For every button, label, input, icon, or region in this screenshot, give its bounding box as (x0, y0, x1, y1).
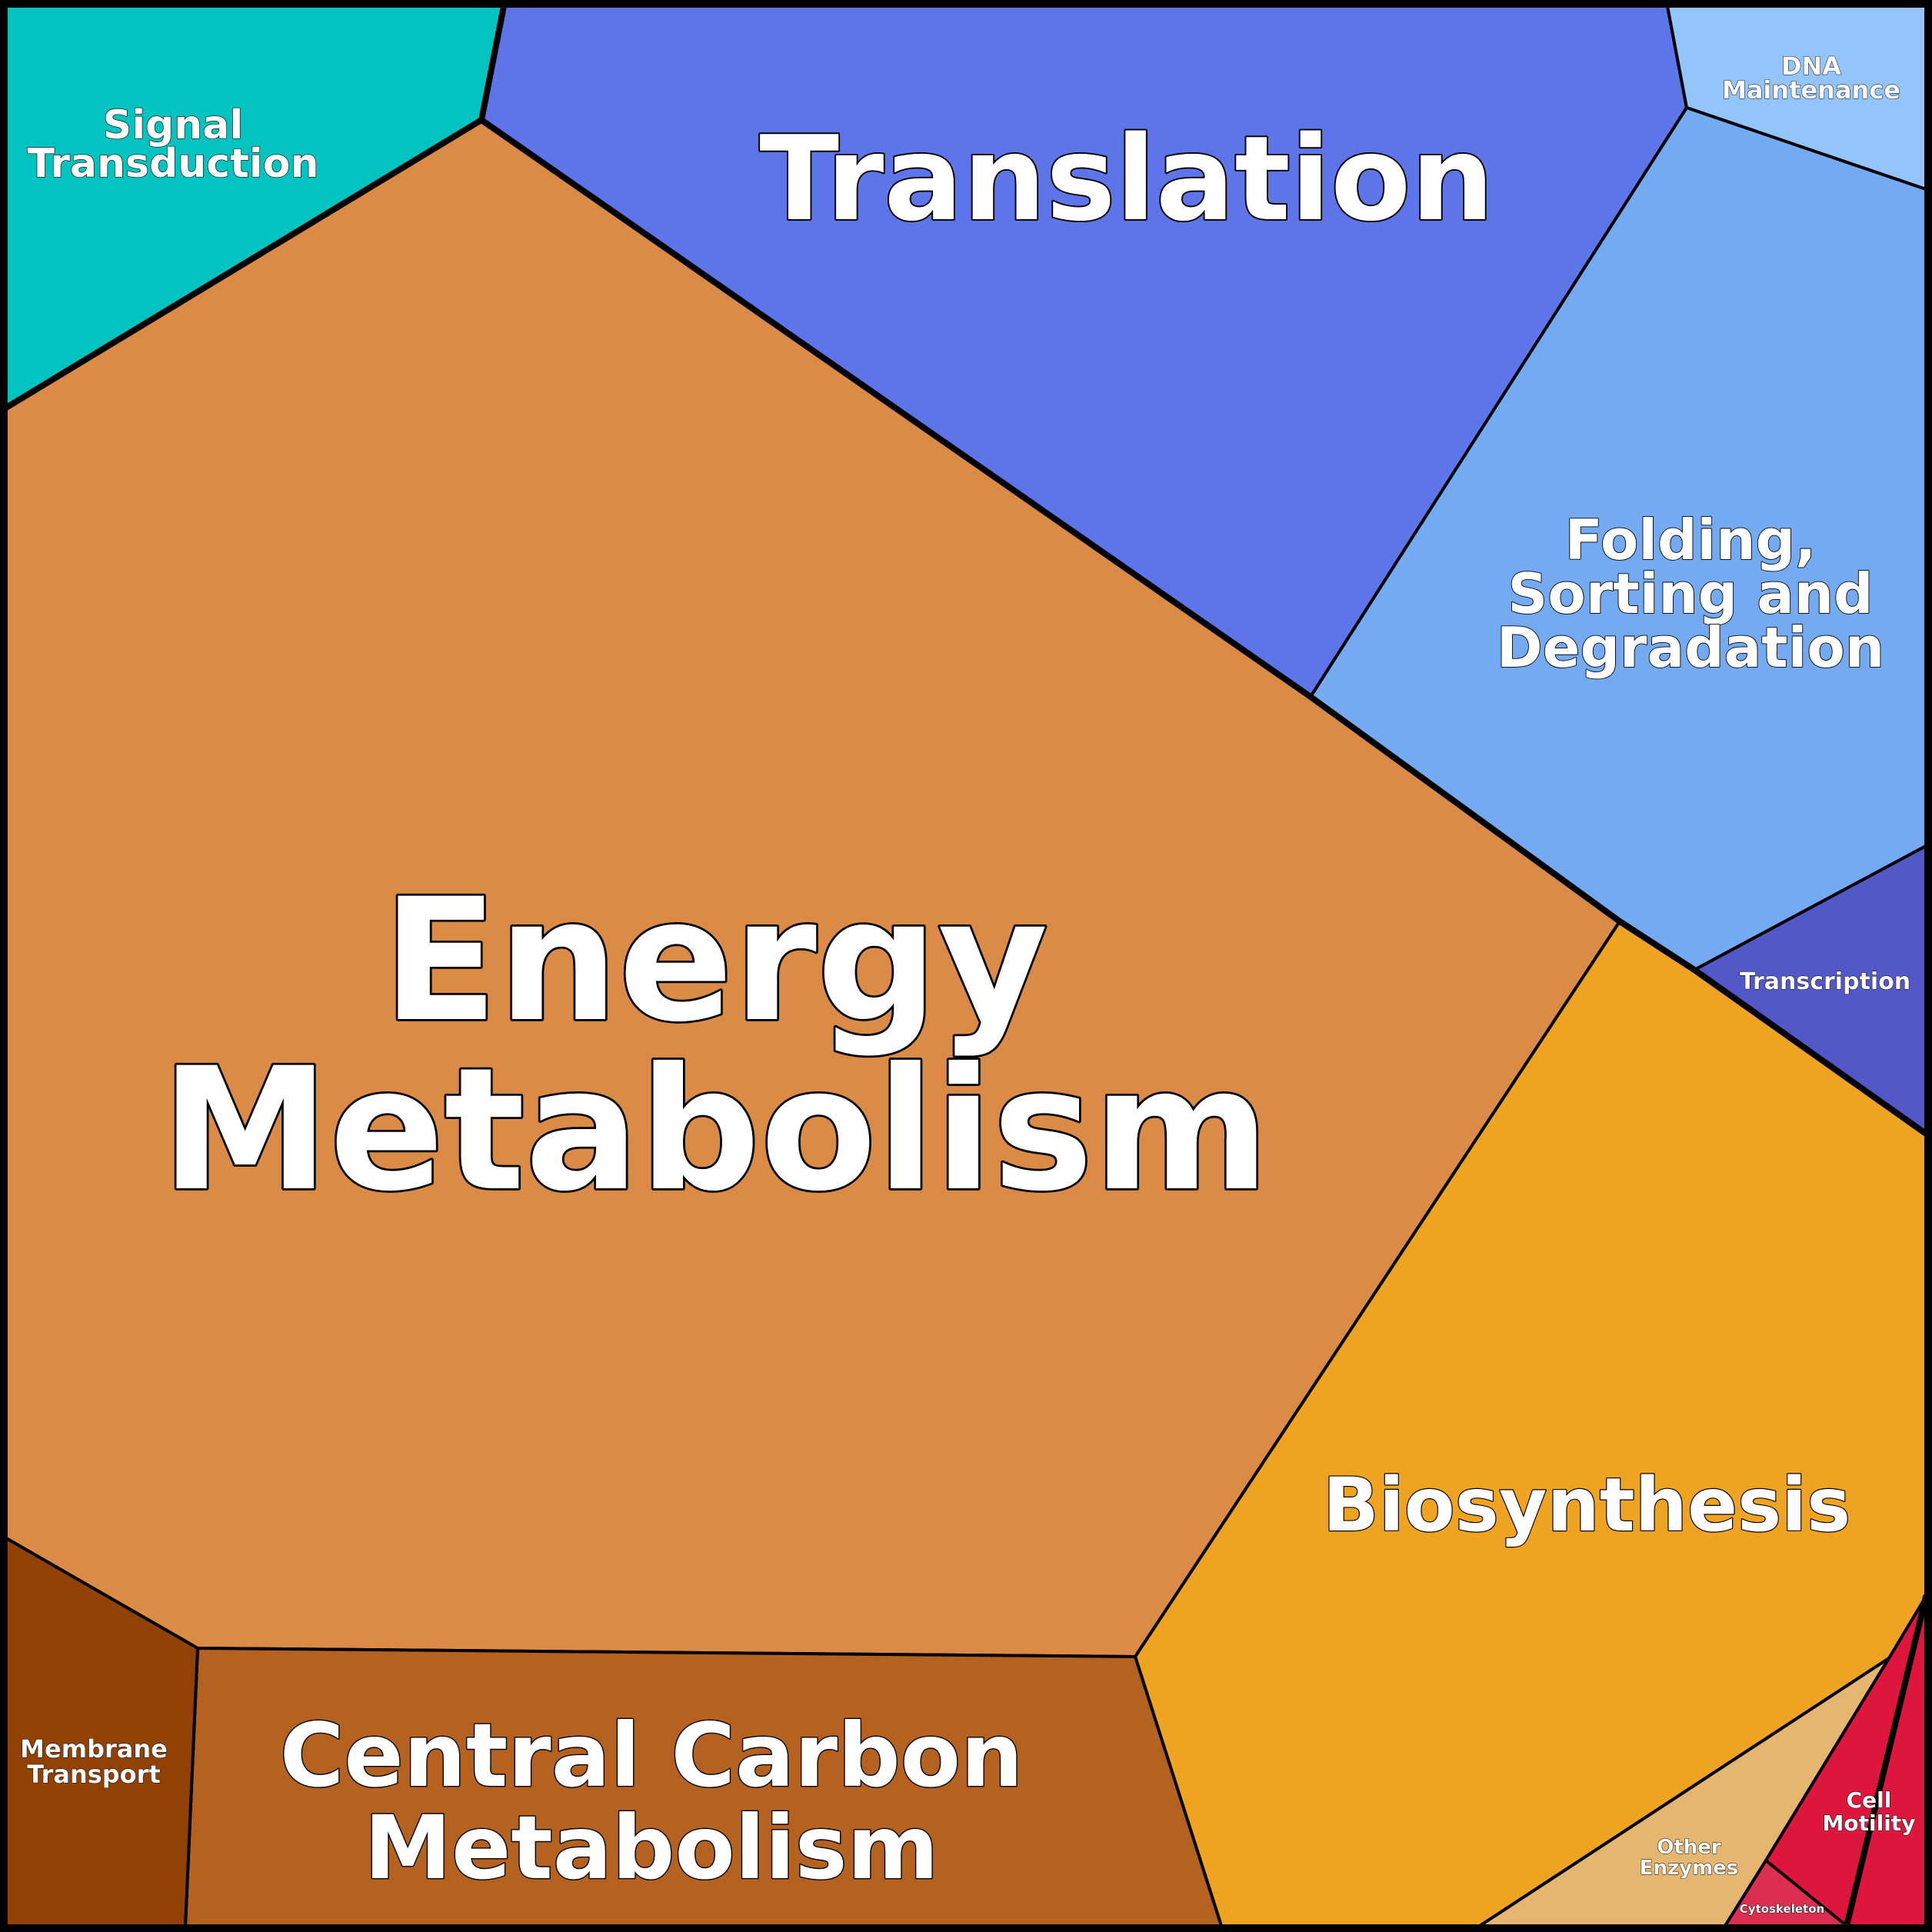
group-borders (3, 3, 1929, 1929)
label-membrane-transport-line-1: Membrane (20, 1734, 168, 1764)
labels-layer: EnergyMetabolismTranslationSignalTransdu… (20, 52, 1916, 1917)
group-border-3 (1844, 1594, 1929, 1929)
label-energy-metabolism-line-2: Metabolism (161, 1031, 1269, 1228)
label-transcription-line-1: Transcription (1740, 968, 1910, 995)
label-folding-sorting-degradation-line-3: Degradation (1497, 615, 1884, 680)
label-cytoskeleton-line-1: Cytoskeleton (1740, 1902, 1824, 1916)
label-dna-maintenance-line-1: DNA (1781, 52, 1841, 81)
label-cell-motility-line-2: Motility (1823, 1810, 1916, 1836)
label-central-carbon-metabolism-line-2: Metabolism (365, 1797, 939, 1899)
label-membrane-transport-line-2: Transport (27, 1760, 160, 1789)
label-cell-motility-line-1: Cell (1847, 1787, 1892, 1813)
label-folding-sorting-degradation-line-2: Sorting and (1507, 561, 1873, 626)
label-biosynthesis-line-1: Biosynthesis (1323, 1462, 1851, 1548)
label-other-enzymes-line-2: Enzymes (1640, 1857, 1739, 1880)
label-signal-transduction-line-1: Signal (103, 102, 243, 148)
label-folding-sorting-degradation-line-1: Folding, (1565, 508, 1817, 572)
label-central-carbon-metabolism-line-1: Central Carbon (280, 1704, 1023, 1807)
label-translation-line-1: Translation (759, 111, 1494, 247)
group-border-2 (478, 117, 1929, 1137)
label-signal-transduction-line-2: Transduction (28, 141, 319, 187)
label-other-enzymes-line-1: Other (1657, 1836, 1721, 1859)
label-energy-metabolism-line-1: Energy (382, 862, 1048, 1059)
cells-layer (5, 5, 1927, 1927)
label-dna-maintenance-line-2: Maintenance (1722, 75, 1900, 105)
